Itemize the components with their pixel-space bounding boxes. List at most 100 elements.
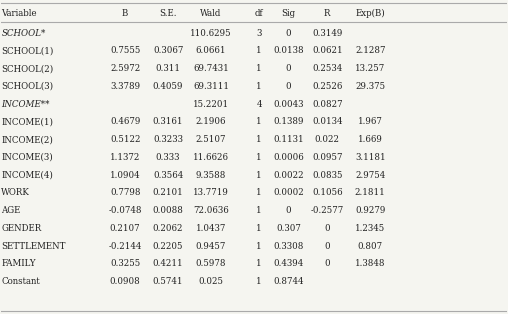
Text: 1: 1 xyxy=(256,46,262,55)
Text: SETTLEMENT: SETTLEMENT xyxy=(2,241,66,251)
Text: 0.333: 0.333 xyxy=(156,153,180,162)
Text: 0.0621: 0.0621 xyxy=(312,46,342,55)
Text: 0.4394: 0.4394 xyxy=(273,259,303,268)
Text: 0.9457: 0.9457 xyxy=(196,241,226,251)
Text: 0.3255: 0.3255 xyxy=(110,259,140,268)
Text: 72.0636: 72.0636 xyxy=(193,206,229,215)
Text: df: df xyxy=(255,9,263,18)
Text: 29.375: 29.375 xyxy=(355,82,385,91)
Text: INCOME**: INCOME** xyxy=(2,100,50,109)
Text: INCOME(4): INCOME(4) xyxy=(2,171,53,180)
Text: SCHOOL(1): SCHOOL(1) xyxy=(2,46,54,55)
Text: AGE: AGE xyxy=(2,206,21,215)
Text: 6.0661: 6.0661 xyxy=(196,46,226,55)
Text: 0.0138: 0.0138 xyxy=(273,46,304,55)
Text: 0.0827: 0.0827 xyxy=(312,100,342,109)
Text: 0.9279: 0.9279 xyxy=(355,206,386,215)
Text: 0.5741: 0.5741 xyxy=(153,277,183,286)
Text: 2.9754: 2.9754 xyxy=(355,171,386,180)
Text: 0.2205: 0.2205 xyxy=(153,241,183,251)
Text: 0: 0 xyxy=(325,241,330,251)
Text: 11.6626: 11.6626 xyxy=(193,153,229,162)
Text: 0: 0 xyxy=(325,224,330,233)
Text: 3: 3 xyxy=(257,29,262,38)
Text: 0.0957: 0.0957 xyxy=(312,153,342,162)
Text: 0.0043: 0.0043 xyxy=(273,100,304,109)
Text: 0.2107: 0.2107 xyxy=(110,224,141,233)
Text: 9.3588: 9.3588 xyxy=(196,171,226,180)
Text: FAMILY: FAMILY xyxy=(2,259,36,268)
Text: 0.7798: 0.7798 xyxy=(110,188,140,197)
Text: 0.7555: 0.7555 xyxy=(110,46,140,55)
Text: 1: 1 xyxy=(256,241,262,251)
Text: 1.669: 1.669 xyxy=(358,135,383,144)
Text: 1: 1 xyxy=(256,64,262,73)
Text: 1.3848: 1.3848 xyxy=(355,259,386,268)
Text: R: R xyxy=(324,9,331,18)
Text: 1.2345: 1.2345 xyxy=(355,224,386,233)
Text: WORK: WORK xyxy=(2,188,30,197)
Text: INCOME(1): INCOME(1) xyxy=(2,117,53,126)
Text: 0.0134: 0.0134 xyxy=(312,117,342,126)
Text: 0.2062: 0.2062 xyxy=(153,224,183,233)
Text: 2.1811: 2.1811 xyxy=(355,188,386,197)
Text: 1: 1 xyxy=(256,135,262,144)
Text: S.E.: S.E. xyxy=(160,9,177,18)
Text: 0.4059: 0.4059 xyxy=(153,82,183,91)
Text: 0.0022: 0.0022 xyxy=(273,171,304,180)
Text: 0.1389: 0.1389 xyxy=(273,117,304,126)
Text: Variable: Variable xyxy=(2,9,37,18)
Text: 0.0002: 0.0002 xyxy=(273,188,304,197)
Text: INCOME(2): INCOME(2) xyxy=(2,135,53,144)
Text: -0.0748: -0.0748 xyxy=(108,206,142,215)
Text: 15.2201: 15.2201 xyxy=(193,100,229,109)
Text: Constant: Constant xyxy=(2,277,40,286)
Text: 0.0088: 0.0088 xyxy=(153,206,183,215)
Text: B: B xyxy=(122,9,129,18)
Text: 1: 1 xyxy=(256,171,262,180)
Text: 1.0437: 1.0437 xyxy=(196,224,226,233)
Text: GENDER: GENDER xyxy=(2,224,42,233)
Text: 0.311: 0.311 xyxy=(155,64,181,73)
Text: Wald: Wald xyxy=(200,9,222,18)
Text: 0: 0 xyxy=(285,29,291,38)
Text: SCHOOL(2): SCHOOL(2) xyxy=(2,64,54,73)
Text: 0.3308: 0.3308 xyxy=(273,241,304,251)
Text: 1: 1 xyxy=(256,259,262,268)
Text: 2.5107: 2.5107 xyxy=(196,135,226,144)
Text: 69.3111: 69.3111 xyxy=(193,82,229,91)
Text: 1: 1 xyxy=(256,188,262,197)
Text: 13.7719: 13.7719 xyxy=(193,188,229,197)
Text: 1.0904: 1.0904 xyxy=(110,171,141,180)
Text: 1.1372: 1.1372 xyxy=(110,153,140,162)
Text: 0.0908: 0.0908 xyxy=(110,277,141,286)
Text: 0.0835: 0.0835 xyxy=(312,171,342,180)
Text: 1: 1 xyxy=(256,224,262,233)
Text: 0.3564: 0.3564 xyxy=(153,171,183,180)
Text: 2.1906: 2.1906 xyxy=(196,117,226,126)
Text: INCOME(3): INCOME(3) xyxy=(2,153,53,162)
Text: 13.257: 13.257 xyxy=(355,64,386,73)
Text: Exp(B): Exp(B) xyxy=(355,9,385,19)
Text: 0.5122: 0.5122 xyxy=(110,135,140,144)
Text: 0.3149: 0.3149 xyxy=(312,29,342,38)
Text: SCHOOL*: SCHOOL* xyxy=(2,29,46,38)
Text: 2.1287: 2.1287 xyxy=(355,46,386,55)
Text: 3.1181: 3.1181 xyxy=(355,153,386,162)
Text: 0.1056: 0.1056 xyxy=(312,188,342,197)
Text: 0.8744: 0.8744 xyxy=(273,277,304,286)
Text: 0.2534: 0.2534 xyxy=(312,64,342,73)
Text: 0.807: 0.807 xyxy=(358,241,383,251)
Text: 0.4679: 0.4679 xyxy=(110,117,140,126)
Text: 0.2101: 0.2101 xyxy=(153,188,183,197)
Text: 0.0006: 0.0006 xyxy=(273,153,304,162)
Text: 1.967: 1.967 xyxy=(358,117,383,126)
Text: 1: 1 xyxy=(256,82,262,91)
Text: 0.022: 0.022 xyxy=(315,135,340,144)
Text: 0: 0 xyxy=(285,82,291,91)
Text: 1: 1 xyxy=(256,117,262,126)
Text: 3.3789: 3.3789 xyxy=(110,82,140,91)
Text: 0.2526: 0.2526 xyxy=(312,82,342,91)
Text: 0.307: 0.307 xyxy=(276,224,301,233)
Text: 1: 1 xyxy=(256,206,262,215)
